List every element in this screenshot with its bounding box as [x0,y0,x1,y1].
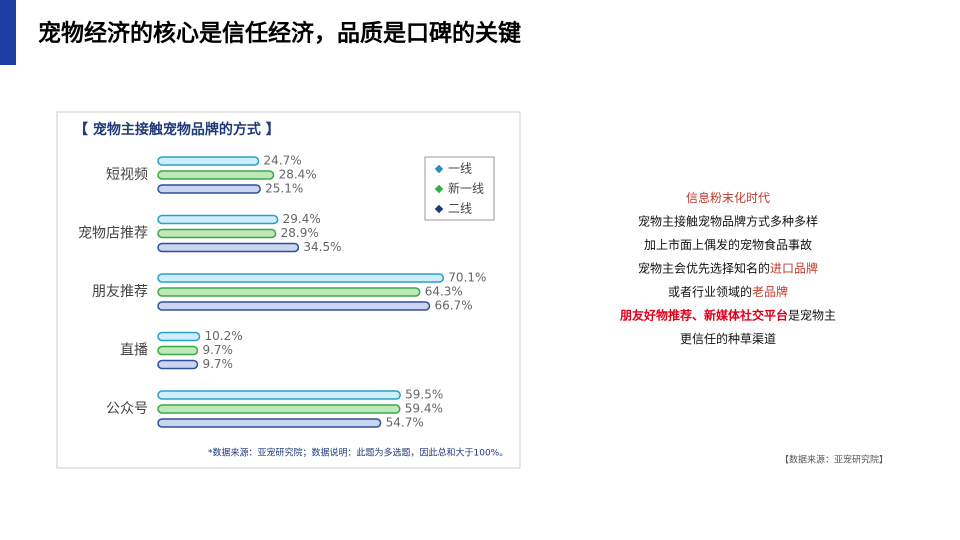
value-label: 34.5% [303,240,341,254]
category-label: 公众号 [106,401,148,417]
category-label: 宠物店推荐 [78,226,148,242]
bar [157,287,421,297]
category-label: 朋友推荐 [92,284,148,300]
value-label: 28.4% [279,168,317,182]
commentary-line: 信息粉末化时代 [686,190,770,205]
value-label: 9.7% [202,357,233,371]
value-label: 70.1% [448,271,486,285]
value-label: 59.4% [405,402,443,416]
commentary-line: 朋友好物推荐、新媒体社交平台是宠物主 [619,307,836,322]
commentary-line: 宠物主接触宠物品牌方式多种多样 [638,213,818,228]
legend-marker [434,204,444,214]
commentary-run: 老品牌 [752,285,788,299]
bar [157,404,401,414]
bar [157,418,382,428]
commentary-line: 更信任的种草渠道 [680,331,776,346]
value-label: 25.1% [265,182,303,196]
commentary-run: 更信任的种草渠道 [680,331,776,346]
bar [157,301,431,311]
legend-label: 一线 [448,162,472,176]
commentary-run: 宠物主接触宠物品牌方式多种多样 [638,213,818,228]
value-label: 9.7% [202,343,233,357]
commentary-line: 宠物主会优先选择知名的进口品牌 [638,260,818,275]
value-label: 28.9% [281,226,319,240]
commentary-run: 进口品牌 [770,261,818,275]
legend-label: 二线 [448,202,472,216]
value-label: 64.3% [425,285,463,299]
commentary-line: 加上市面上偶发的宠物食品事故 [644,237,812,252]
commentary-run: 信息粉末化时代 [686,190,770,205]
commentary-line: 或者行业领域的老品牌 [668,284,788,299]
bar [157,345,199,356]
legend-marker [434,184,444,194]
accent-bar [0,0,16,65]
category-label: 短视频 [106,167,148,183]
legend-label: 新一线 [448,181,484,196]
bar [157,214,279,225]
bar [157,331,201,342]
value-label: 10.2% [205,329,243,343]
chart-note: *数据来源：亚宠研究院；数据说明：此题为多选题，因此总和大于100%。 [208,447,508,459]
commentary-run: 或者行业领域的 [668,284,752,299]
bar [157,242,300,253]
bar [157,390,401,400]
chart-title: 【 宠物主接触宠物品牌的方式 】 [74,121,280,138]
bar [157,156,260,166]
bar [157,359,199,370]
commentary-run: 是宠物主 [788,307,836,322]
value-label: 24.7% [264,154,302,168]
commentary-run: 加上市面上偶发的宠物食品事故 [644,237,812,252]
category-label: 直播 [120,342,148,359]
legend-marker [434,164,444,174]
commentary-run: 朋友好物推荐、新媒体社交平台 [619,307,788,322]
source: 【数据来源：亚宠研究院】 [780,454,888,466]
bar [157,273,445,283]
value-label: 54.7% [386,416,424,430]
bar [157,184,261,194]
slide-title: 宠物经济的核心是信任经济，品质是口碑的关键 [38,20,521,47]
bar [157,228,277,239]
bar [157,170,275,180]
value-label: 59.5% [405,388,443,402]
commentary-run: 宠物主会优先选择知名的 [638,260,770,275]
value-label: 29.4% [283,212,321,226]
value-label: 66.7% [434,299,472,313]
